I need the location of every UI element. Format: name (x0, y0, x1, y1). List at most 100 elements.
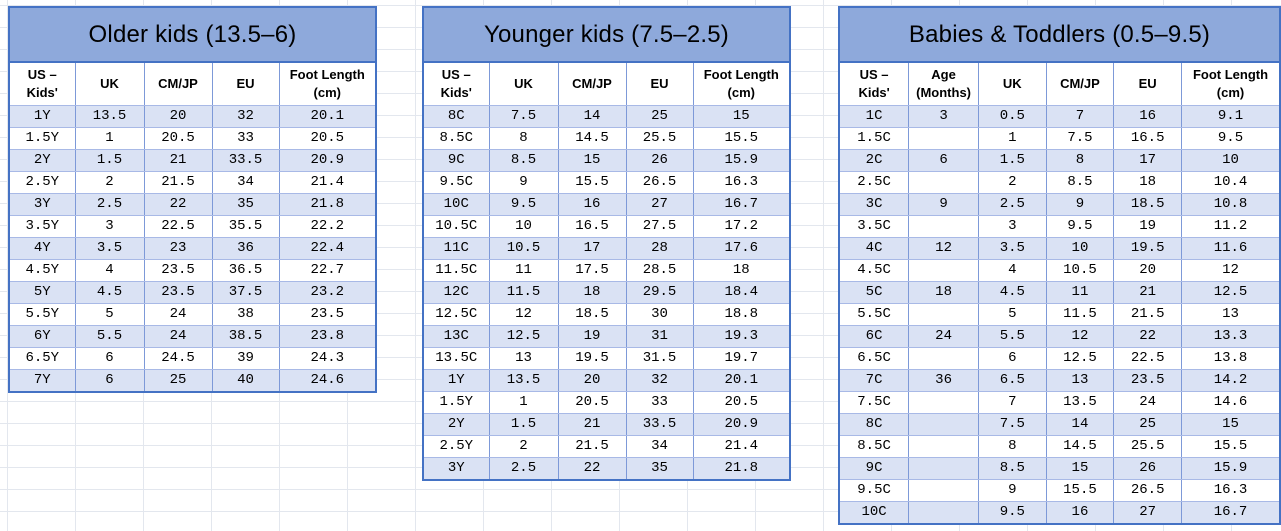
table-cell[interactable]: 21 (557, 412, 627, 436)
table-cell[interactable]: 15 (1045, 456, 1115, 480)
table-cell[interactable] (908, 478, 980, 502)
table-cell[interactable]: 9 (1045, 192, 1115, 216)
table-cell[interactable]: 8 (488, 126, 559, 150)
table-cell[interactable]: 20 (557, 368, 627, 392)
table-cell[interactable]: 5.5Y (8, 302, 76, 326)
column-header[interactable]: CM/JP (1045, 61, 1115, 106)
table-cell[interactable]: 21.4 (692, 434, 791, 458)
table-cell[interactable]: 2 (978, 170, 1047, 194)
table-cell[interactable]: 11 (1045, 280, 1115, 304)
table-cell[interactable]: 7Y (8, 368, 76, 392)
table-cell[interactable]: 20.1 (692, 368, 791, 392)
table-cell[interactable]: 8.5 (488, 148, 559, 172)
table-cell[interactable]: 38 (211, 302, 280, 326)
table-cell[interactable]: 14 (557, 104, 627, 128)
table-cell[interactable]: 7.5 (488, 104, 559, 128)
table-cell[interactable]: 4C (838, 236, 910, 260)
table-cell[interactable]: 14.5 (557, 126, 627, 150)
column-header[interactable]: EU (211, 61, 280, 106)
table-cell[interactable]: 18 (557, 280, 627, 304)
table-cell[interactable]: 3 (74, 214, 145, 238)
table-cell[interactable]: 29.5 (625, 280, 694, 304)
table-cell[interactable]: 22 (143, 192, 213, 216)
table-cell[interactable]: 12.5 (1181, 280, 1281, 304)
table-cell[interactable]: 24 (143, 324, 213, 348)
table-cell[interactable]: 33.5 (211, 148, 280, 172)
table-cell[interactable]: 13 (488, 346, 559, 370)
table-cell[interactable]: 10 (1181, 148, 1281, 172)
table-cell[interactable] (908, 302, 980, 326)
table-cell[interactable]: 12.5C (422, 302, 490, 326)
table-cell[interactable]: 21.4 (278, 170, 377, 194)
table-cell[interactable] (908, 456, 980, 480)
table-cell[interactable]: 1.5Y (422, 390, 490, 414)
table-cell[interactable]: 21.5 (143, 170, 213, 194)
table-cell[interactable]: 7.5 (1045, 126, 1115, 150)
table-cell[interactable]: 35 (211, 192, 280, 216)
table-cell[interactable]: 33.5 (625, 412, 694, 436)
table-cell[interactable]: 17 (557, 236, 627, 260)
table-cell[interactable]: 1.5 (74, 148, 145, 172)
column-header[interactable]: EU (1113, 61, 1182, 106)
table-cell[interactable]: 15 (692, 104, 791, 128)
table-cell[interactable]: 3 (908, 104, 980, 128)
table-cell[interactable]: 19.5 (557, 346, 627, 370)
table-cell[interactable]: 1.5C (838, 126, 910, 150)
table-cell[interactable] (908, 170, 980, 194)
table-cell[interactable]: 9 (978, 478, 1047, 502)
table-cell[interactable]: 10C (422, 192, 490, 216)
table-cell[interactable]: 40 (211, 368, 280, 392)
column-header[interactable]: US – Kids' (422, 61, 490, 106)
table-cell[interactable]: 5.5 (74, 324, 145, 348)
table-cell[interactable]: 6 (908, 148, 980, 172)
table-cell[interactable]: 12 (908, 236, 980, 260)
table-cell[interactable]: 22.2 (278, 214, 377, 238)
table-cell[interactable]: 2C (838, 148, 910, 172)
table-title[interactable]: Babies & Toddlers (0.5–9.5) (838, 6, 1281, 63)
table-cell[interactable]: 23.5 (1113, 368, 1182, 392)
table-cell[interactable]: 13 (1045, 368, 1115, 392)
table-cell[interactable]: 21 (143, 148, 213, 172)
table-cell[interactable]: 6.5Y (8, 346, 76, 370)
table-cell[interactable]: 25 (143, 368, 213, 392)
table-cell[interactable]: 9C (838, 456, 910, 480)
table-cell[interactable]: 11.6 (1181, 236, 1281, 260)
table-cell[interactable]: 3Y (422, 456, 490, 480)
table-cell[interactable]: 16.3 (692, 170, 791, 194)
table-cell[interactable]: 10.5 (488, 236, 559, 260)
table-cell[interactable]: 6.5C (838, 346, 910, 370)
table-cell[interactable] (908, 390, 980, 414)
table-cell[interactable]: 18 (1113, 170, 1182, 194)
table-cell[interactable]: 27 (625, 192, 694, 216)
table-cell[interactable]: 16.3 (1181, 478, 1281, 502)
table-cell[interactable]: 9.5 (1181, 126, 1281, 150)
table-cell[interactable]: 9.5C (838, 478, 910, 502)
table-cell[interactable]: 24.3 (278, 346, 377, 370)
table-cell[interactable] (908, 126, 980, 150)
table-cell[interactable]: 4 (978, 258, 1047, 282)
table-cell[interactable]: 20.5 (143, 126, 213, 150)
table-cell[interactable]: 14.6 (1181, 390, 1281, 414)
table-cell[interactable]: 13.5 (1045, 390, 1115, 414)
table-cell[interactable]: 9.5 (1045, 214, 1115, 238)
table-cell[interactable]: 17.6 (692, 236, 791, 260)
table-cell[interactable]: 25 (625, 104, 694, 128)
table-cell[interactable]: 2.5 (488, 456, 559, 480)
table-cell[interactable]: 17.2 (692, 214, 791, 238)
table-cell[interactable]: 24 (1113, 390, 1182, 414)
table-cell[interactable]: 2.5Y (422, 434, 490, 458)
table-cell[interactable]: 3C (838, 192, 910, 216)
table-cell[interactable]: 10C (838, 500, 910, 524)
column-header[interactable]: US – Kids' (838, 61, 910, 106)
table-cell[interactable]: 13.5C (422, 346, 490, 370)
table-cell[interactable]: 7.5 (978, 412, 1047, 436)
table-cell[interactable]: 8.5 (978, 456, 1047, 480)
table-cell[interactable]: 22 (557, 456, 627, 480)
table-cell[interactable]: 2 (74, 170, 145, 194)
table-cell[interactable]: 5.5C (838, 302, 910, 326)
table-cell[interactable]: 16 (1045, 500, 1115, 524)
table-cell[interactable]: 34 (211, 170, 280, 194)
table-cell[interactable]: 16.5 (557, 214, 627, 238)
table-cell[interactable]: 2.5 (74, 192, 145, 216)
table-cell[interactable]: 21.5 (1113, 302, 1182, 326)
